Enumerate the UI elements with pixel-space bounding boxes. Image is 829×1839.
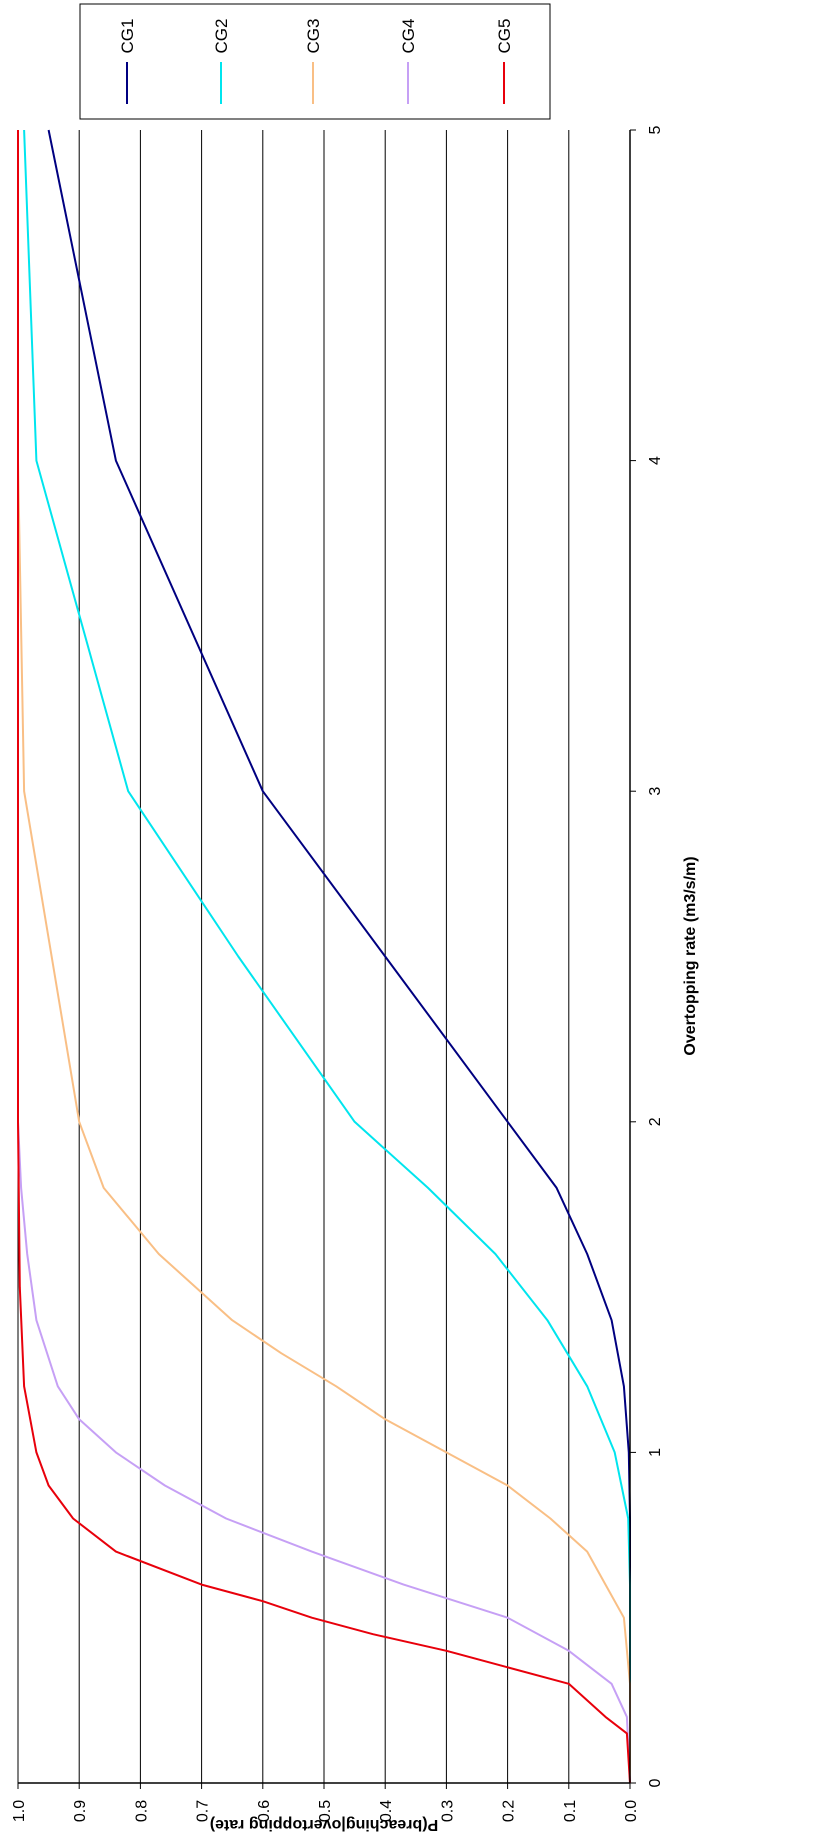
y-tick-label: 0.9	[72, 1800, 89, 1822]
series-line-cg2	[23, 129, 631, 1783]
series-lines	[17, 129, 631, 1784]
y-tick-label: 0.3	[439, 1800, 456, 1822]
x-tick-label: 3	[647, 787, 664, 796]
x-axis-ticks: 0 1 2 3 4 5	[630, 125, 664, 1787]
y-axis-title: P(breaching|overtopping rate)	[210, 1816, 439, 1833]
series-line-cg1	[47, 129, 631, 1783]
y-axis-ticks: 0.0 0.1 0.2 0.3 0.4 0.5 0.6 0.7 0.8 0.9 1.0	[11, 1783, 640, 1822]
legend: CG1 CG2 CG3 CG4 CG5	[79, 3, 551, 120]
y-tick-label: 0.2	[501, 1800, 518, 1822]
x-tick-label: 5	[647, 125, 664, 134]
series-line-cg3	[17, 130, 631, 1783]
legend-box	[79, 3, 551, 120]
legend-label-cg2: CG2	[212, 19, 231, 54]
x-tick-label: 4	[647, 456, 664, 465]
x-tick-label: 1	[647, 1448, 664, 1457]
y-tick-label: 0.5	[317, 1800, 334, 1822]
legend-label-cg1: CG1	[118, 19, 137, 54]
legend-label-cg3: CG3	[304, 19, 323, 54]
x-axis-title: Overtopping rate (m3/s/m)	[682, 856, 699, 1055]
series-line-cg4	[17, 130, 631, 1784]
y-tick-label: 0.6	[256, 1800, 273, 1822]
x-tick-label: 0	[647, 1778, 664, 1787]
y-tick-label: 0.1	[562, 1800, 579, 1822]
x-tick-label: 2	[647, 1117, 664, 1126]
y-tick-label: 0.4	[378, 1800, 395, 1822]
y-tick-label: 0.7	[195, 1800, 212, 1822]
y-tick-label: 0.0	[623, 1800, 640, 1822]
legend-label-cg5: CG5	[495, 19, 514, 54]
series-line-cg5	[17, 130, 631, 1784]
legend-label-cg4: CG4	[399, 19, 418, 54]
y-tick-label: 0.8	[133, 1800, 150, 1822]
y-tick-label: 1.0	[11, 1800, 28, 1822]
